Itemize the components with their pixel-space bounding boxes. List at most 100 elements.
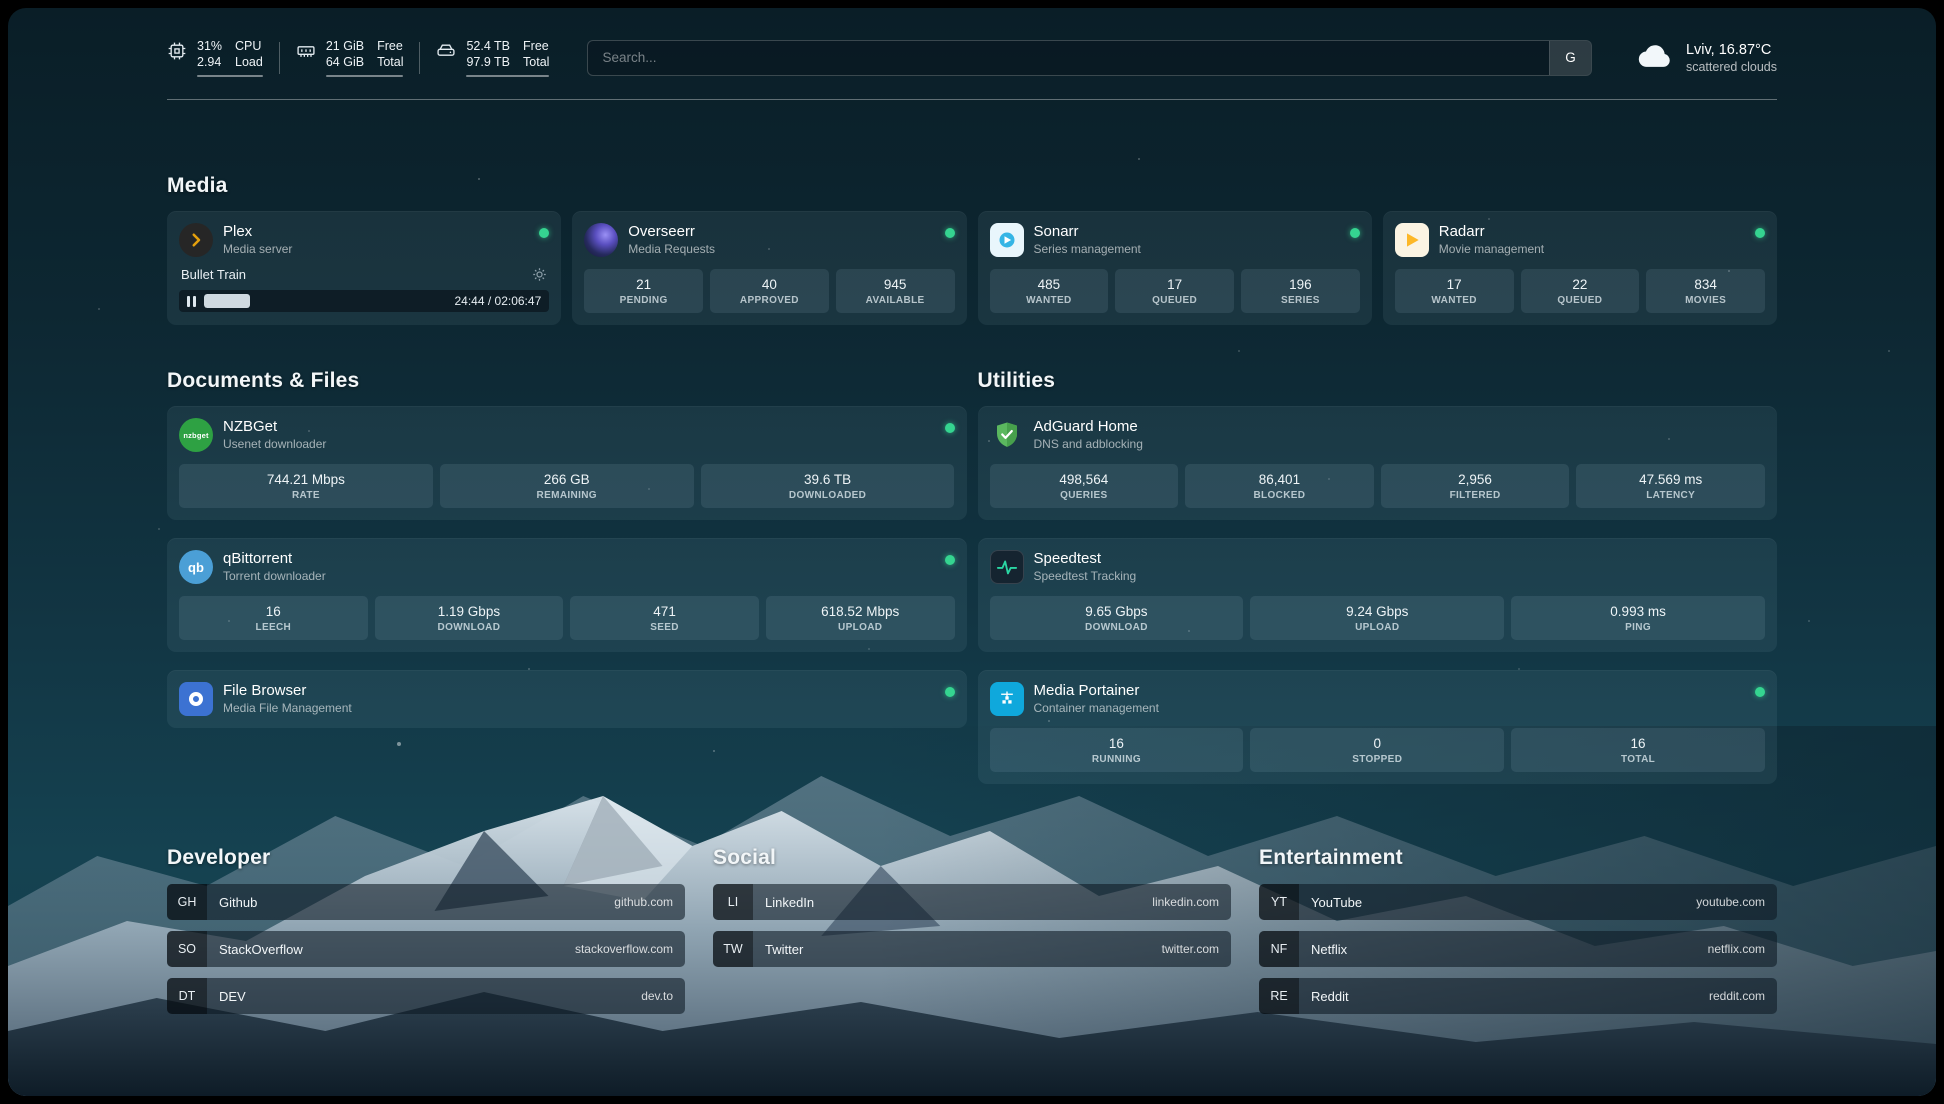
bookmark-url: youtube.com <box>1696 895 1765 909</box>
disk-widget: 52.4 TB 97.9 TB Free Total <box>436 38 550 77</box>
service-name: qBittorrent <box>223 550 293 567</box>
status-dot <box>944 423 955 433</box>
stat-upload: 9.24 Gbps UPLOAD <box>1250 596 1505 640</box>
qbittorrent-card[interactable]: qb qBittorrent Torrent downloader 16 LEEC… <box>167 538 967 652</box>
service-name: Speedtest <box>1033 550 1102 567</box>
stat-series: 196 SERIES <box>1241 269 1360 313</box>
documents-section: Documents & Files nzbget NZBGet Usenet d… <box>167 369 967 784</box>
disk-label-2: Total <box>523 55 550 69</box>
search-input[interactable] <box>588 50 1549 65</box>
status-dot <box>1755 228 1765 238</box>
status-dot <box>1755 687 1765 697</box>
memory-label-2: Total <box>377 55 404 69</box>
service-name: AdGuard Home <box>1033 418 1138 435</box>
overseerr-card[interactable]: Overseerr Media Requests 21 PENDING 40 APP… <box>572 211 967 325</box>
status-dot <box>944 687 955 697</box>
stat-downloaded: 39.6 TB DOWNLOADED <box>700 464 955 508</box>
speedtest-icon <box>989 550 1024 584</box>
plex-card[interactable]: Plex Media server Bullet Train <box>167 211 562 325</box>
disk-icon <box>436 41 456 61</box>
bookmark-linkedin[interactable]: LI LinkedIn linkedin.com <box>713 884 1231 920</box>
service-name: NZBGet <box>223 418 278 435</box>
portainer-card[interactable]: Media Portainer Container management 16 R… <box>977 670 1777 784</box>
status-dot <box>1349 228 1360 238</box>
memory-free: 21 GiB <box>325 39 365 53</box>
utilities-section: Utilities AdGuard Home <box>977 369 1777 784</box>
service-name: Plex <box>223 223 253 240</box>
gear-icon[interactable] <box>532 267 547 282</box>
search-bar: G <box>587 39 1592 76</box>
stat-seed: 471 SEED <box>570 596 759 640</box>
social-section-title: Social <box>713 846 777 869</box>
stat-filtered: 2,956 FILTERED <box>1380 464 1570 508</box>
portainer-icon <box>989 682 1024 716</box>
bookmark-abbr: TW <box>713 931 753 967</box>
plex-progress-bar[interactable]: 24:44 / 02:06:47 <box>179 290 550 312</box>
bookmark-abbr: NF <box>1259 931 1299 967</box>
bookmark-twitter[interactable]: TW Twitter twitter.com <box>713 931 1231 967</box>
service-description: Speedtest Tracking <box>1033 569 1137 583</box>
bookmark-netflix[interactable]: NF Netflix netflix.com <box>1259 931 1777 967</box>
stat-available: 945 AVAILABLE <box>835 269 955 313</box>
service-description: Media File Management <box>223 701 352 715</box>
stat-rate: 744.21 Mbps RATE <box>179 464 433 508</box>
service-description: Series management <box>1033 242 1141 256</box>
pause-icon[interactable] <box>187 295 196 307</box>
speedtest-card[interactable]: Speedtest Speedtest Tracking 9.65 Gbps DO… <box>977 538 1777 652</box>
stat-ping: 0.993 ms PING <box>1511 596 1765 640</box>
sonarr-card[interactable]: Sonarr Series management 485 WANTED 17 QUE… <box>977 211 1372 325</box>
bookmark-stackoverflow[interactable]: SO StackOverflow stackoverflow.com <box>167 931 685 967</box>
service-description: Media server <box>223 242 293 256</box>
cpu-label-1: CPU <box>235 39 262 53</box>
bookmark-name: LinkedIn <box>765 894 815 910</box>
service-description: Container management <box>1033 701 1159 715</box>
bookmark-url: netflix.com <box>1707 942 1765 956</box>
service-description: Media Requests <box>628 242 715 256</box>
nzbget-icon: nzbget <box>179 418 213 452</box>
cpu-widget: 31% 2.94 CPU Load <box>167 38 263 77</box>
cpu-usage-bar <box>197 75 263 77</box>
top-bar: 31% 2.94 CPU Load <box>167 38 1777 77</box>
stat-blocked: 86,401 BLOCKED <box>1185 464 1374 508</box>
bookmark-abbr: SO <box>167 931 207 967</box>
documents-section-title: Documents & Files <box>167 369 360 392</box>
stat-pending: 21 PENDING <box>584 269 703 313</box>
bookmark-abbr: DT <box>167 978 207 1014</box>
weather-widget: Lviv, 16.87°C scattered clouds <box>1636 40 1777 75</box>
status-dot <box>944 228 955 238</box>
bookmark-reddit[interactable]: RE Reddit reddit.com <box>1259 978 1777 1014</box>
memory-total: 64 GiB <box>325 55 365 69</box>
bookmark-dev[interactable]: DT DEV dev.to <box>167 978 685 1014</box>
bookmark-github[interactable]: GH Github github.com <box>167 884 685 920</box>
service-name: Media Portainer <box>1033 682 1140 699</box>
playback-time: 24:44 / 02:06:47 <box>454 294 542 308</box>
stat-download: 1.19 Gbps DOWNLOAD <box>374 596 564 640</box>
stat-running: 16 RUNNING <box>989 728 1244 772</box>
cpu-icon <box>167 41 187 61</box>
dashboard-screen: 31% 2.94 CPU Load <box>8 8 1936 1096</box>
bookmark-name: YouTube <box>1311 894 1363 910</box>
developer-bookmarks: Developer GH Github github.com SO StackO… <box>167 846 685 1014</box>
search-provider-button[interactable]: G <box>1548 40 1591 75</box>
adguard-card[interactable]: AdGuard Home DNS and adblocking 498,564 Q… <box>977 406 1777 520</box>
overseerr-icon <box>584 223 619 257</box>
nzbget-card[interactable]: nzbget NZBGet Usenet downloader 744.21 M… <box>167 406 967 520</box>
filebrowser-card[interactable]: File Browser Media File Management <box>167 670 967 728</box>
cpu-load: 2.94 <box>197 55 222 69</box>
bookmark-url: github.com <box>614 895 673 909</box>
developer-section-title: Developer <box>167 846 271 869</box>
bookmark-name: StackOverflow <box>219 941 303 957</box>
radarr-card[interactable]: Radarr Movie management 17 WANTED 22 QUEUE… <box>1382 211 1777 325</box>
adguard-icon <box>990 418 1024 452</box>
widget-divider <box>419 41 421 74</box>
disk-total: 97.9 TB <box>466 55 511 69</box>
service-name: Sonarr <box>1033 223 1079 240</box>
weather-location: Lviv, 16.87°C <box>1685 41 1772 58</box>
bookmark-youtube[interactable]: YT YouTube youtube.com <box>1259 884 1777 920</box>
plex-icon <box>179 223 213 257</box>
bookmark-url: twitter.com <box>1161 942 1219 956</box>
stat-wanted: 17 WANTED <box>1394 269 1514 313</box>
qbittorrent-icon: qb <box>179 550 213 584</box>
bookmark-name: Netflix <box>1311 941 1348 957</box>
service-description: DNS and adblocking <box>1033 437 1143 451</box>
